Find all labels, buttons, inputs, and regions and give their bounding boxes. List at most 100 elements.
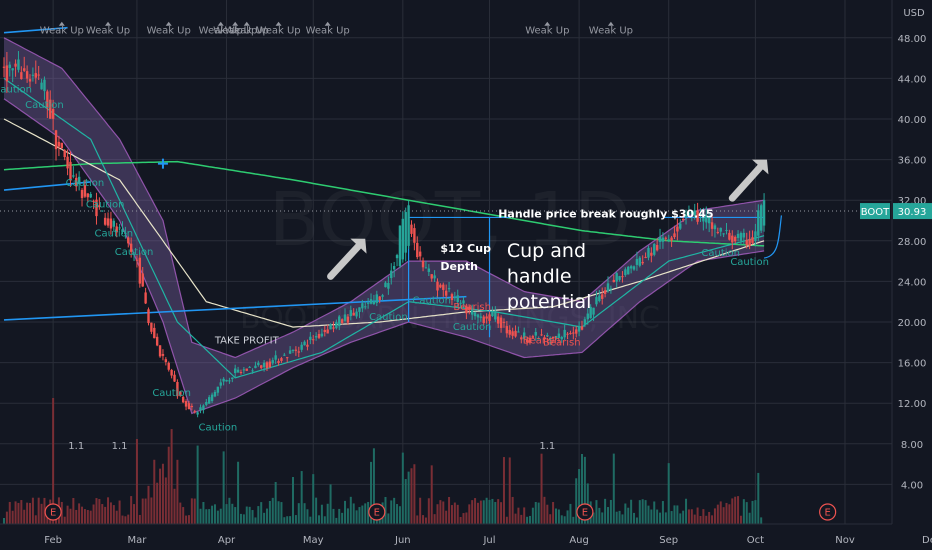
candle-body [517, 331, 520, 333]
volume-bar [595, 500, 598, 524]
volume-bar [5, 511, 8, 524]
candle-body [479, 316, 483, 318]
x-tick-label: Mar [128, 535, 148, 546]
x-tick-label: Apr [218, 535, 236, 546]
volume-bar [320, 504, 323, 524]
volume-bar [83, 509, 86, 524]
volume-bar [237, 461, 240, 524]
candle-body [453, 297, 457, 299]
volume-bar [760, 517, 763, 524]
volume-bar [751, 500, 754, 524]
volume-bar [705, 515, 708, 524]
candle-body [731, 235, 734, 243]
candle-body [427, 268, 431, 272]
earnings-label: E [582, 508, 588, 519]
count-label: 1.1 [112, 441, 128, 452]
candle-body [199, 407, 202, 411]
volume-bar [566, 510, 569, 524]
volume-bar [318, 515, 321, 524]
candle-body [439, 284, 442, 288]
candle-body [210, 394, 214, 402]
volume-bar [34, 515, 37, 524]
volume-bar [303, 503, 306, 524]
volume-bar [508, 457, 511, 524]
volume-bar [702, 509, 705, 524]
candle-body [63, 150, 66, 158]
volume-bar [335, 517, 338, 524]
candle-body [713, 225, 717, 230]
candle-body [268, 361, 272, 368]
candle-body [5, 65, 9, 82]
volume-bar [661, 501, 664, 524]
volume-bar [355, 510, 358, 524]
candle-body [676, 226, 679, 232]
candle-body [234, 368, 237, 374]
volume-bar [523, 507, 526, 524]
earnings-label: E [50, 508, 56, 519]
candle-body [2, 66, 6, 68]
candle-body [124, 232, 127, 234]
volume-bar [502, 457, 505, 524]
candle-body [115, 226, 118, 233]
candle-body [572, 332, 575, 334]
candle-body [375, 294, 379, 303]
candle-body [442, 284, 445, 290]
candle-body [595, 297, 598, 305]
candle-body [647, 247, 650, 258]
candle-body [216, 386, 220, 393]
candle-body [739, 232, 743, 241]
volume-bar [482, 500, 485, 524]
direction-arrow-shaft [728, 163, 764, 202]
candle-body [83, 185, 87, 197]
x-tick-label: Oct [747, 535, 764, 546]
caution-label: Caution [115, 247, 154, 258]
candle-body [384, 282, 387, 288]
candle-body [661, 237, 665, 242]
volume-bar [731, 498, 734, 524]
volume-bar [239, 513, 242, 524]
candle-body [283, 354, 286, 356]
candle-body [485, 316, 488, 319]
volume-bar [346, 508, 349, 524]
volume-bar [560, 515, 563, 524]
candle-body [580, 326, 584, 330]
volume-bar [511, 496, 514, 524]
volume-bar [630, 499, 633, 524]
candle-body [358, 307, 361, 312]
volume-bar [471, 500, 474, 524]
volume-bar [185, 515, 188, 524]
weak-up-label: Weak Up [525, 26, 569, 37]
candle-body [658, 236, 662, 242]
volume-bar [682, 510, 685, 524]
candle-body [355, 311, 358, 317]
volume-bar [607, 507, 610, 524]
candle-body [447, 288, 451, 290]
volume-bar [598, 507, 601, 524]
candle-body [494, 311, 497, 320]
candle-body [103, 217, 107, 225]
volume-bar [739, 515, 742, 524]
candle-body [693, 210, 696, 216]
candle-body [346, 316, 350, 323]
volume-bar [170, 429, 173, 524]
candle-body [176, 382, 179, 397]
volume-bar [245, 506, 248, 524]
candle-body [684, 214, 688, 217]
volume-bar [398, 506, 401, 524]
candle-body [566, 333, 569, 335]
volume-bar [505, 516, 508, 524]
volume-bar [124, 516, 127, 524]
volume-bar [754, 500, 757, 524]
volume-bar [75, 509, 78, 524]
candle-body [369, 299, 373, 304]
volume-bar [17, 502, 20, 524]
candlesticks [2, 51, 766, 418]
volume-bar [612, 453, 615, 524]
annotation-text: Cup and [507, 240, 586, 262]
volume-bar [182, 507, 185, 524]
weak-up-marker [232, 21, 239, 26]
volume-bar [465, 512, 468, 524]
volume-bar [199, 508, 202, 524]
candle-body [72, 175, 75, 177]
